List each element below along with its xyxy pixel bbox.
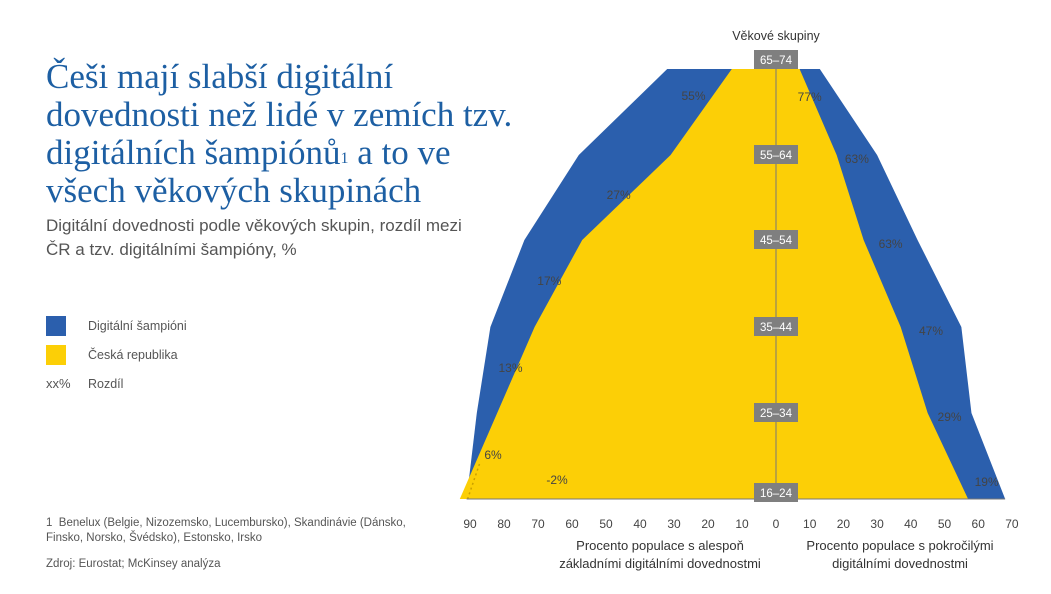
right-tick-label: 70 (1005, 517, 1019, 531)
right-axis-label: Procento populace s pokročilými (806, 538, 993, 553)
right-czech-area (776, 69, 969, 499)
chart-title: Věkové skupiny (732, 29, 820, 43)
right-tick-label: 50 (938, 517, 952, 531)
age-label: 16–24 (760, 488, 793, 500)
left-tick-label: 90 (463, 517, 477, 531)
left-difference-label: 27% (607, 188, 631, 202)
title-end: a to ve všech věkových skupinách (46, 133, 451, 210)
title-main: Češi mají slabší digitální dovednosti ne… (46, 57, 513, 172)
footnote: 1 Benelux (Belgie, Nizozemsko, Lucemburs… (46, 516, 426, 546)
age-label-box (754, 50, 798, 69)
left-tick-label: 10 (735, 517, 749, 531)
age-label: 55–64 (760, 150, 793, 162)
left-tick-label: 80 (497, 517, 511, 531)
age-label: 35–44 (760, 322, 793, 334)
right-difference-label: 47% (919, 324, 943, 338)
left-tick-label: 20 (701, 517, 715, 531)
footnote-text: Benelux (Belgie, Nizozemsko, Lucembursko… (46, 517, 406, 544)
left-difference-label: 17% (537, 274, 561, 288)
left-axis-label: základními digitálními dovednostmi (559, 556, 761, 571)
age-label: 65–74 (760, 55, 793, 67)
legend-difference-symbol: xx% (46, 376, 71, 391)
left-tick-label: 70 (531, 517, 545, 531)
right-difference-label: 77% (798, 90, 822, 104)
left-axis-label: Procento populace s alespoň (576, 538, 744, 553)
age-label: 25–34 (760, 408, 793, 420)
left-czech-area (459, 69, 776, 499)
overflow-dotted-line (466, 462, 481, 500)
left-difference-label: 6% (484, 448, 502, 462)
left-tick-label: 40 (633, 517, 647, 531)
right-difference-label: 19% (975, 475, 999, 489)
source-note: Zdroj: Eurostat; McKinsey analýza (46, 558, 221, 570)
right-tick-label: 40 (904, 517, 918, 531)
age-label-box (754, 317, 798, 336)
left-difference-label: 55% (681, 89, 705, 103)
right-tick-label: 20 (837, 517, 851, 531)
title-footnote-mark: 1 (340, 150, 349, 167)
age-label-box (754, 483, 798, 502)
age-label-box (754, 230, 798, 249)
legend-swatch-champions (46, 316, 66, 336)
legend-label-czech: Česká republika (88, 348, 178, 362)
right-tick-label: 10 (803, 517, 817, 531)
right-difference-label: 63% (879, 237, 903, 251)
age-label-box (754, 403, 798, 422)
left-tick-label: 30 (667, 517, 681, 531)
left-tick-label: 50 (599, 517, 613, 531)
right-axis-label: digitálními dovednostmi (832, 556, 968, 571)
left-difference-label: 13% (498, 361, 522, 375)
left-difference-label: -2% (546, 473, 568, 487)
age-label: 45–54 (760, 235, 793, 247)
legend-swatch-czech (46, 345, 66, 365)
subtitle: Digitální dovednosti podle věkových skup… (46, 216, 462, 259)
right-tick-label: 60 (972, 517, 986, 531)
left-tick-label: 60 (565, 517, 579, 531)
page-title: Češi mají slabší digitální dovednosti ne… (46, 58, 516, 210)
left-tick-label: 0 (773, 517, 780, 531)
right-difference-label: 29% (938, 410, 962, 424)
age-label-box (754, 145, 798, 164)
footnote-number: 1 (46, 517, 53, 529)
right-difference-label: 63% (845, 152, 869, 166)
legend-label-difference: Rozdíl (88, 377, 124, 391)
legend-label-champions: Digitální šampióni (88, 319, 187, 333)
right-tick-label: 30 (870, 517, 884, 531)
